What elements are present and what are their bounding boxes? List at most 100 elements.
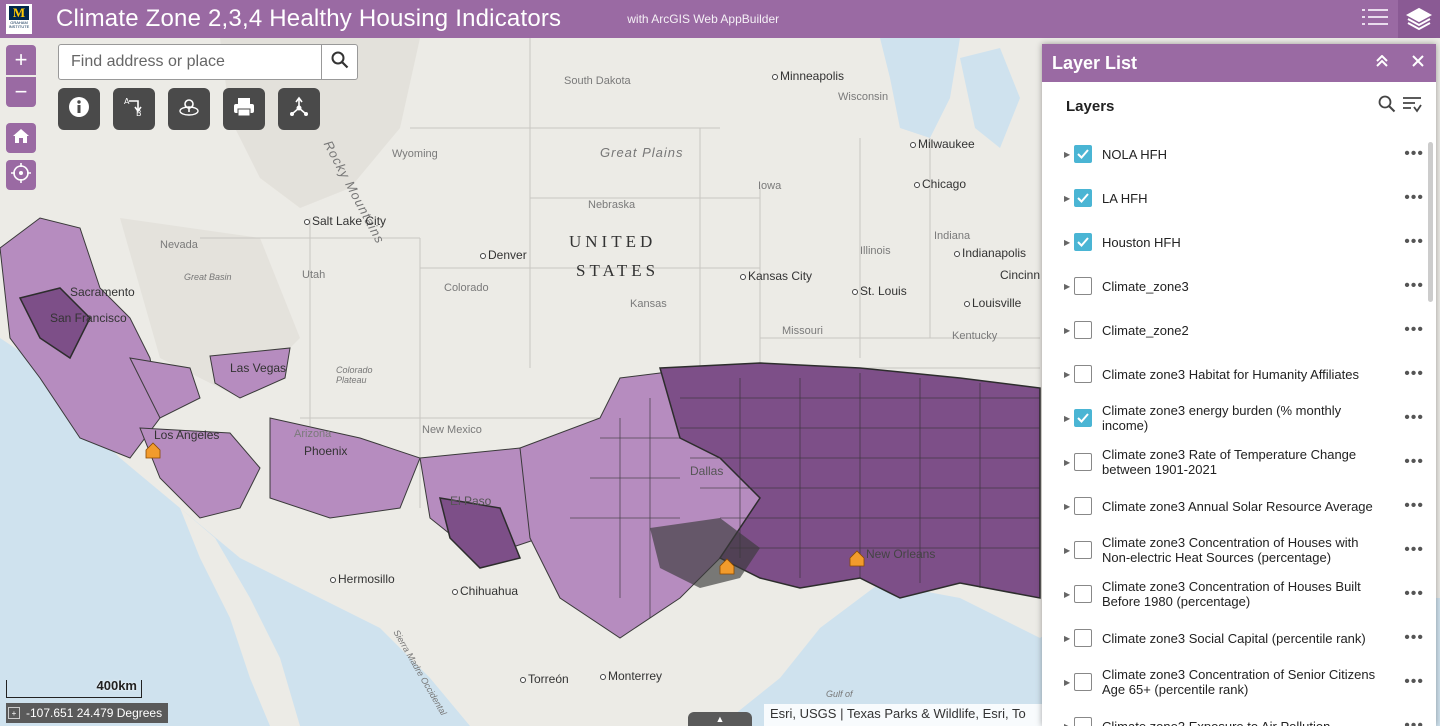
zoom-in-button[interactable]: + [6, 45, 36, 75]
layer-row[interactable]: ▶ Climate zone3 Exposure to Air Pollution… [1042, 704, 1428, 726]
layer-name: Climate zone3 Rate of Temperature Change… [1102, 447, 1357, 477]
map-label-utah: Utah [302, 269, 326, 281]
layers-icon[interactable] [1398, 0, 1440, 38]
map-label-nevada: Nevada [160, 239, 198, 251]
map-label-st-louis: St. Louis [852, 284, 907, 298]
layer-visibility-checkbox[interactable] [1074, 189, 1092, 207]
layer-row[interactable]: ▶ Climate zone3 Concentration of Senior C… [1042, 660, 1428, 704]
more-options-icon[interactable]: ••• [1404, 585, 1424, 602]
caret-right-icon[interactable]: ▶ [1064, 237, 1071, 247]
caret-right-icon[interactable]: ▶ [1064, 457, 1071, 467]
more-options-icon[interactable]: ••• [1404, 673, 1424, 690]
layer-row[interactable]: ▶ Climate_zone3 ••• [1042, 264, 1428, 308]
coordinate-display[interactable]: + -107.651 24.479 Degrees [6, 703, 169, 723]
layers-heading: Layers [1066, 97, 1115, 115]
geolocate-button[interactable] [168, 88, 210, 130]
map-label-indianapolis: Indianapolis [954, 246, 1026, 260]
layer-visibility-checkbox[interactable] [1074, 145, 1092, 163]
map-label-new-orleans: New Orleans [866, 547, 936, 561]
map-label-salt-lake-city: Salt Lake City [304, 214, 386, 228]
more-options-icon[interactable]: ••• [1404, 629, 1424, 646]
attribute-table-toggle[interactable]: ▲ [688, 712, 752, 726]
print-button[interactable] [223, 88, 265, 130]
more-options-icon[interactable]: ••• [1404, 717, 1424, 726]
svg-text:A: A [124, 97, 130, 106]
search-icon[interactable] [1378, 95, 1396, 118]
layer-list-header: Layer List [1042, 44, 1436, 82]
caret-right-icon[interactable]: ▶ [1064, 281, 1071, 291]
caret-right-icon[interactable]: ▶ [1064, 193, 1071, 203]
caret-right-icon[interactable]: ▶ [1064, 677, 1071, 687]
panel-collapse-button[interactable] [1364, 54, 1400, 72]
layer-visibility-checkbox[interactable] [1074, 321, 1092, 339]
layer-row[interactable]: ▶ Climate_zone2 ••• [1042, 308, 1428, 352]
layer-visibility-checkbox[interactable] [1074, 277, 1092, 295]
coordinate-toggle-icon[interactable]: + [8, 707, 20, 719]
caret-right-icon[interactable]: ▶ [1064, 149, 1071, 159]
caret-right-icon[interactable]: ▶ [1064, 369, 1071, 379]
filter-list-icon[interactable] [1402, 95, 1422, 118]
layer-row[interactable]: ▶ Climate zone3 Concentration of Houses B… [1042, 572, 1428, 616]
crosshair-icon [11, 162, 31, 188]
more-options-icon[interactable]: ••• [1404, 277, 1424, 294]
share-button[interactable] [278, 88, 320, 130]
map-label-chicago: Chicago [914, 177, 966, 191]
layer-visibility-checkbox[interactable] [1074, 365, 1092, 383]
caret-right-icon[interactable]: ▶ [1064, 501, 1071, 511]
caret-right-icon[interactable]: ▶ [1064, 325, 1071, 335]
search-icon [331, 51, 349, 74]
caret-right-icon[interactable]: ▶ [1064, 633, 1071, 643]
layer-list: ▶ NOLA HFH ••• ▶ LA HFH ••• ▶ Houston HFH ••• ▶ Cl… [1042, 132, 1428, 726]
more-options-icon[interactable]: ••• [1404, 145, 1424, 162]
more-options-icon[interactable]: ••• [1404, 453, 1424, 470]
layer-visibility-checkbox[interactable] [1074, 629, 1092, 647]
caret-right-icon[interactable]: ▶ [1064, 589, 1071, 599]
caret-right-icon[interactable]: ▶ [1064, 545, 1071, 555]
caret-right-icon[interactable]: ▶ [1064, 413, 1071, 423]
more-options-icon[interactable]: ••• [1404, 189, 1424, 206]
more-options-icon[interactable]: ••• [1404, 409, 1424, 426]
my-location-button[interactable] [6, 160, 36, 190]
layer-row[interactable]: ▶ Climate zone3 Rate of Temperature Chang… [1042, 440, 1428, 484]
layer-row[interactable]: ▶ Climate zone3 energy burden (% monthly … [1042, 396, 1428, 440]
layer-visibility-checkbox[interactable] [1074, 717, 1092, 726]
layer-row[interactable]: ▶ Houston HFH ••• [1042, 220, 1428, 264]
layer-visibility-checkbox[interactable] [1074, 497, 1092, 515]
more-options-icon[interactable]: ••• [1404, 233, 1424, 250]
zoom-out-button[interactable]: − [6, 77, 36, 107]
layer-visibility-checkbox[interactable] [1074, 541, 1092, 559]
layer-name: Climate zone3 Concentration of Senior Ci… [1102, 667, 1376, 697]
coordinate-text: -107.651 24.479 Degrees [26, 706, 163, 720]
layer-row[interactable]: ▶ NOLA HFH ••• [1042, 132, 1428, 176]
layer-row[interactable]: ▶ LA HFH ••• [1042, 176, 1428, 220]
map-label-illinois: Illinois [860, 245, 891, 257]
more-options-icon[interactable]: ••• [1404, 497, 1424, 514]
layer-row[interactable]: ▶ Climate zone3 Habitat for Humanity Affi… [1042, 352, 1428, 396]
layer-name: Houston HFH [1102, 234, 1181, 250]
layer-row[interactable]: ▶ Climate zone3 Annual Solar Resource Ave… [1042, 484, 1428, 528]
layer-visibility-checkbox[interactable] [1074, 453, 1092, 471]
home-button[interactable] [6, 123, 36, 153]
layer-visibility-checkbox[interactable] [1074, 585, 1092, 603]
layer-row[interactable]: ▶ Climate zone3 Concentration of Houses w… [1042, 528, 1428, 572]
legend-list-icon[interactable] [1354, 0, 1396, 38]
map-label-great-basin: Great Basin [184, 272, 232, 282]
map-label-wisconsin: Wisconsin [838, 91, 889, 103]
layer-visibility-checkbox[interactable] [1074, 409, 1092, 427]
layer-row[interactable]: ▶ Climate zone3 Social Capital (percentil… [1042, 616, 1428, 660]
more-options-icon[interactable]: ••• [1404, 541, 1424, 558]
panel-close-button[interactable] [1400, 54, 1436, 72]
layer-name: LA HFH [1102, 190, 1148, 206]
caret-right-icon[interactable]: ▶ [1064, 721, 1071, 726]
search-button[interactable] [321, 45, 357, 79]
more-options-icon[interactable]: ••• [1404, 365, 1424, 382]
panel-scrollbar[interactable] [1428, 142, 1433, 302]
map-label-milwaukee: Milwaukee [910, 137, 975, 151]
app-title: Climate Zone 2,3,4 Healthy Housing Indic… [56, 5, 562, 32]
search-input[interactable] [59, 45, 321, 79]
layer-visibility-checkbox[interactable] [1074, 673, 1092, 691]
layer-visibility-checkbox[interactable] [1074, 233, 1092, 251]
info-button[interactable] [58, 88, 100, 130]
more-options-icon[interactable]: ••• [1404, 321, 1424, 338]
